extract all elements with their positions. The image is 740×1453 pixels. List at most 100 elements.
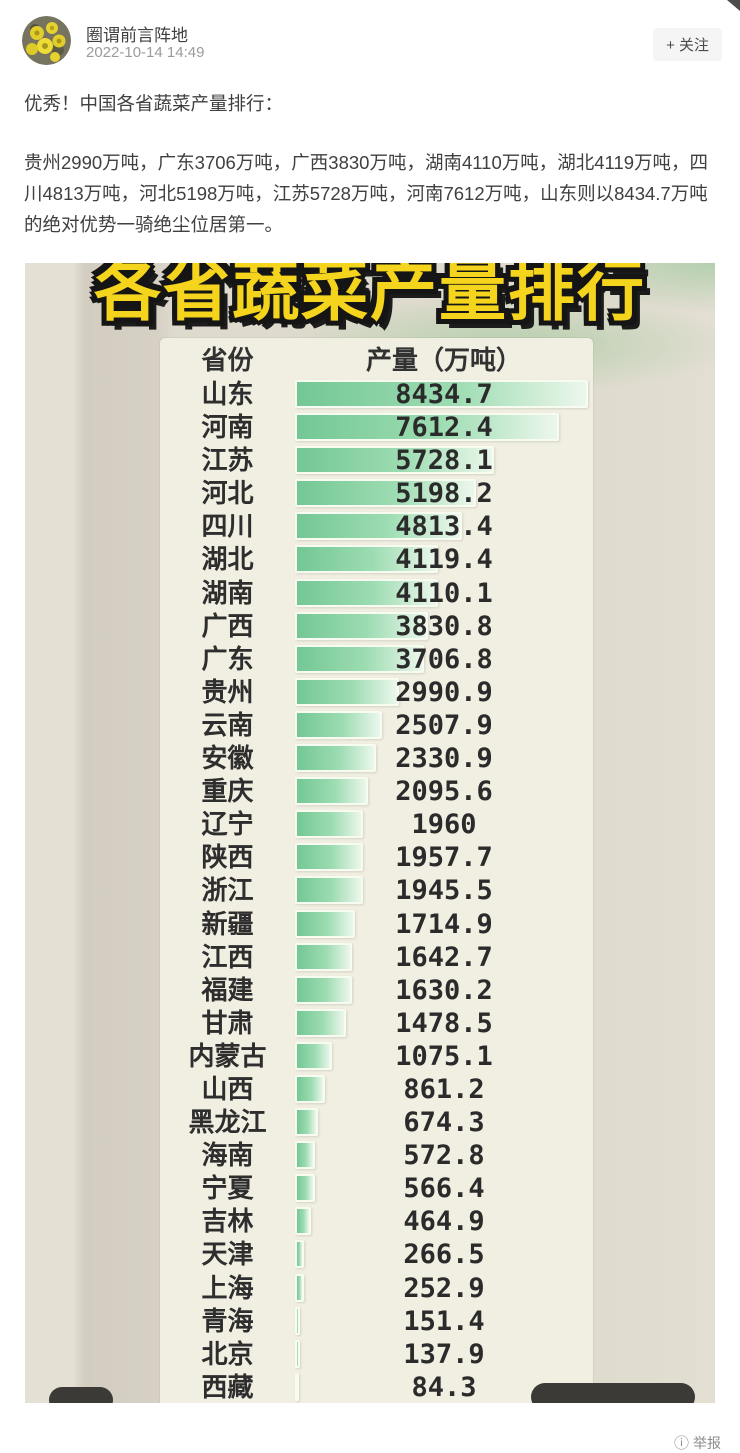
post-body-text: 贵州2990万吨，广东3706万吨，广西3830万吨，湖南4110万吨，湖北41… [24,152,709,235]
bar-value-label: 4110.1 [395,577,493,609]
bar-area: 3706.8 [295,643,593,676]
chart-row: 湖南 4110.1 [160,577,593,610]
bar [295,413,560,442]
chart-row: 浙江 1945.5 [160,874,593,907]
chart-row: 江西 1642.7 [160,941,593,974]
province-label: 新疆 [201,908,254,939]
bar [295,1074,325,1103]
bar-area: 1642.7 [295,941,593,974]
bar [295,744,376,773]
province-label: 云南 [201,709,254,740]
bar [295,1041,333,1070]
bar-value-label: 266.5 [403,1239,485,1271]
bar-area: 1960 [295,808,593,841]
bar-value-label: 1945.5 [395,875,493,907]
bar-area: 8434.7 [295,378,593,411]
bar [295,512,463,541]
bar-value-label: 2330.9 [395,743,493,775]
bar [295,1207,312,1236]
follow-button[interactable]: + 关注 [653,28,722,61]
bar-value-label: 1957.7 [395,842,493,874]
chart-row: 陕西 1957.7 [160,841,593,874]
province-label: 福建 [201,974,254,1005]
chart-image[interactable]: 各省蔬菜产量排行 省份 产量（万吨） 山东 8434.7 河南 7612.4 江… [25,263,715,1403]
post-footer: ⓘ 举报 [0,1403,740,1453]
province-label: 浙江 [201,875,254,906]
bar-value-label: 1714.9 [395,908,493,940]
player-control-pill-left[interactable] [49,1387,113,1403]
bar-area: 1714.9 [295,908,593,941]
bar [295,1240,305,1269]
player-control-pill-right[interactable] [531,1383,695,1403]
chart-row: 河南 7612.4 [160,411,593,444]
bar [295,446,494,475]
province-label: 河南 [201,412,254,443]
bar-value-label: 1642.7 [395,941,493,973]
bar-value-label: 1075.1 [395,1040,493,1072]
province-label: 黑龙江 [188,1107,267,1138]
chart-row: 山西 861.2 [160,1073,593,1106]
chart-row: 海南 572.8 [160,1139,593,1172]
province-label: 吉林 [201,1206,254,1237]
province-label: 湖南 [201,577,254,608]
province-label: 广东 [201,643,254,674]
province-label: 甘肃 [201,1007,254,1038]
chart-row: 江苏 5728.1 [160,444,593,477]
bar-value-label: 3706.8 [395,643,493,675]
chart-row: 河北 5198.2 [160,477,593,510]
bar-value-label: 8434.7 [395,379,493,410]
province-label: 内蒙古 [188,1040,267,1071]
bar [295,1108,319,1137]
bar [295,644,424,673]
chart-row: 四川 4813.4 [160,510,593,543]
bar [295,1306,301,1335]
bar [295,1339,300,1368]
post-title-text: 优秀！中国各省蔬菜产量排行： [24,93,284,114]
province-label: 宁夏 [201,1173,254,1204]
bar-area: 572.8 [295,1139,593,1172]
chart-row: 西藏 84.3 [160,1371,593,1403]
chart-row: 辽宁 1960 [160,808,593,841]
bar [295,479,476,508]
bar [295,1372,299,1401]
bar-value-label: 5198.2 [395,478,493,510]
bar [295,810,364,839]
bar-area: 1945.5 [295,874,593,907]
bar-area: 137.9 [295,1338,593,1371]
avatar[interactable] [22,16,71,65]
chart-row: 内蒙古 1075.1 [160,1040,593,1073]
bar-value-label: 674.3 [403,1107,485,1139]
bar-value-label: 4813.4 [395,511,493,543]
bar-area: 84.3 [295,1371,593,1403]
chart-image-title: 各省蔬菜产量排行 [94,263,646,329]
province-label: 湖北 [201,544,254,575]
bar-area: 2507.9 [295,709,593,742]
province-label: 江苏 [201,445,254,476]
province-label: 北京 [201,1338,254,1369]
bar-value-label: 84.3 [411,1371,477,1403]
province-label: 贵州 [201,676,254,707]
chart-row: 安徽 2330.9 [160,742,593,775]
province-label: 山东 [201,379,254,409]
bar-value-label: 1478.5 [395,1007,493,1039]
bar-area: 2095.6 [295,775,593,808]
bar-value-label: 1630.2 [395,974,493,1006]
bar-value-label: 137.9 [403,1338,485,1370]
bar-value-label: 2990.9 [395,676,493,708]
bar-value-label: 4119.4 [395,544,493,576]
bar-value-label: 2095.6 [395,776,493,808]
province-label: 西藏 [201,1371,254,1402]
author-name[interactable]: 圈谓前言阵地 [86,26,188,45]
report-button[interactable]: ⓘ 举报 [674,1433,721,1453]
bar [295,942,353,971]
post-timestamp: 2022-10-14 14:49 [86,44,205,61]
province-label: 海南 [201,1140,254,1171]
bar [295,843,363,872]
bar [295,1174,315,1203]
chart-row: 黑龙江 674.3 [160,1106,593,1139]
bar [295,909,355,938]
bar-area: 2990.9 [295,676,593,709]
bar-value-label: 151.4 [403,1305,485,1337]
bar [295,710,383,739]
